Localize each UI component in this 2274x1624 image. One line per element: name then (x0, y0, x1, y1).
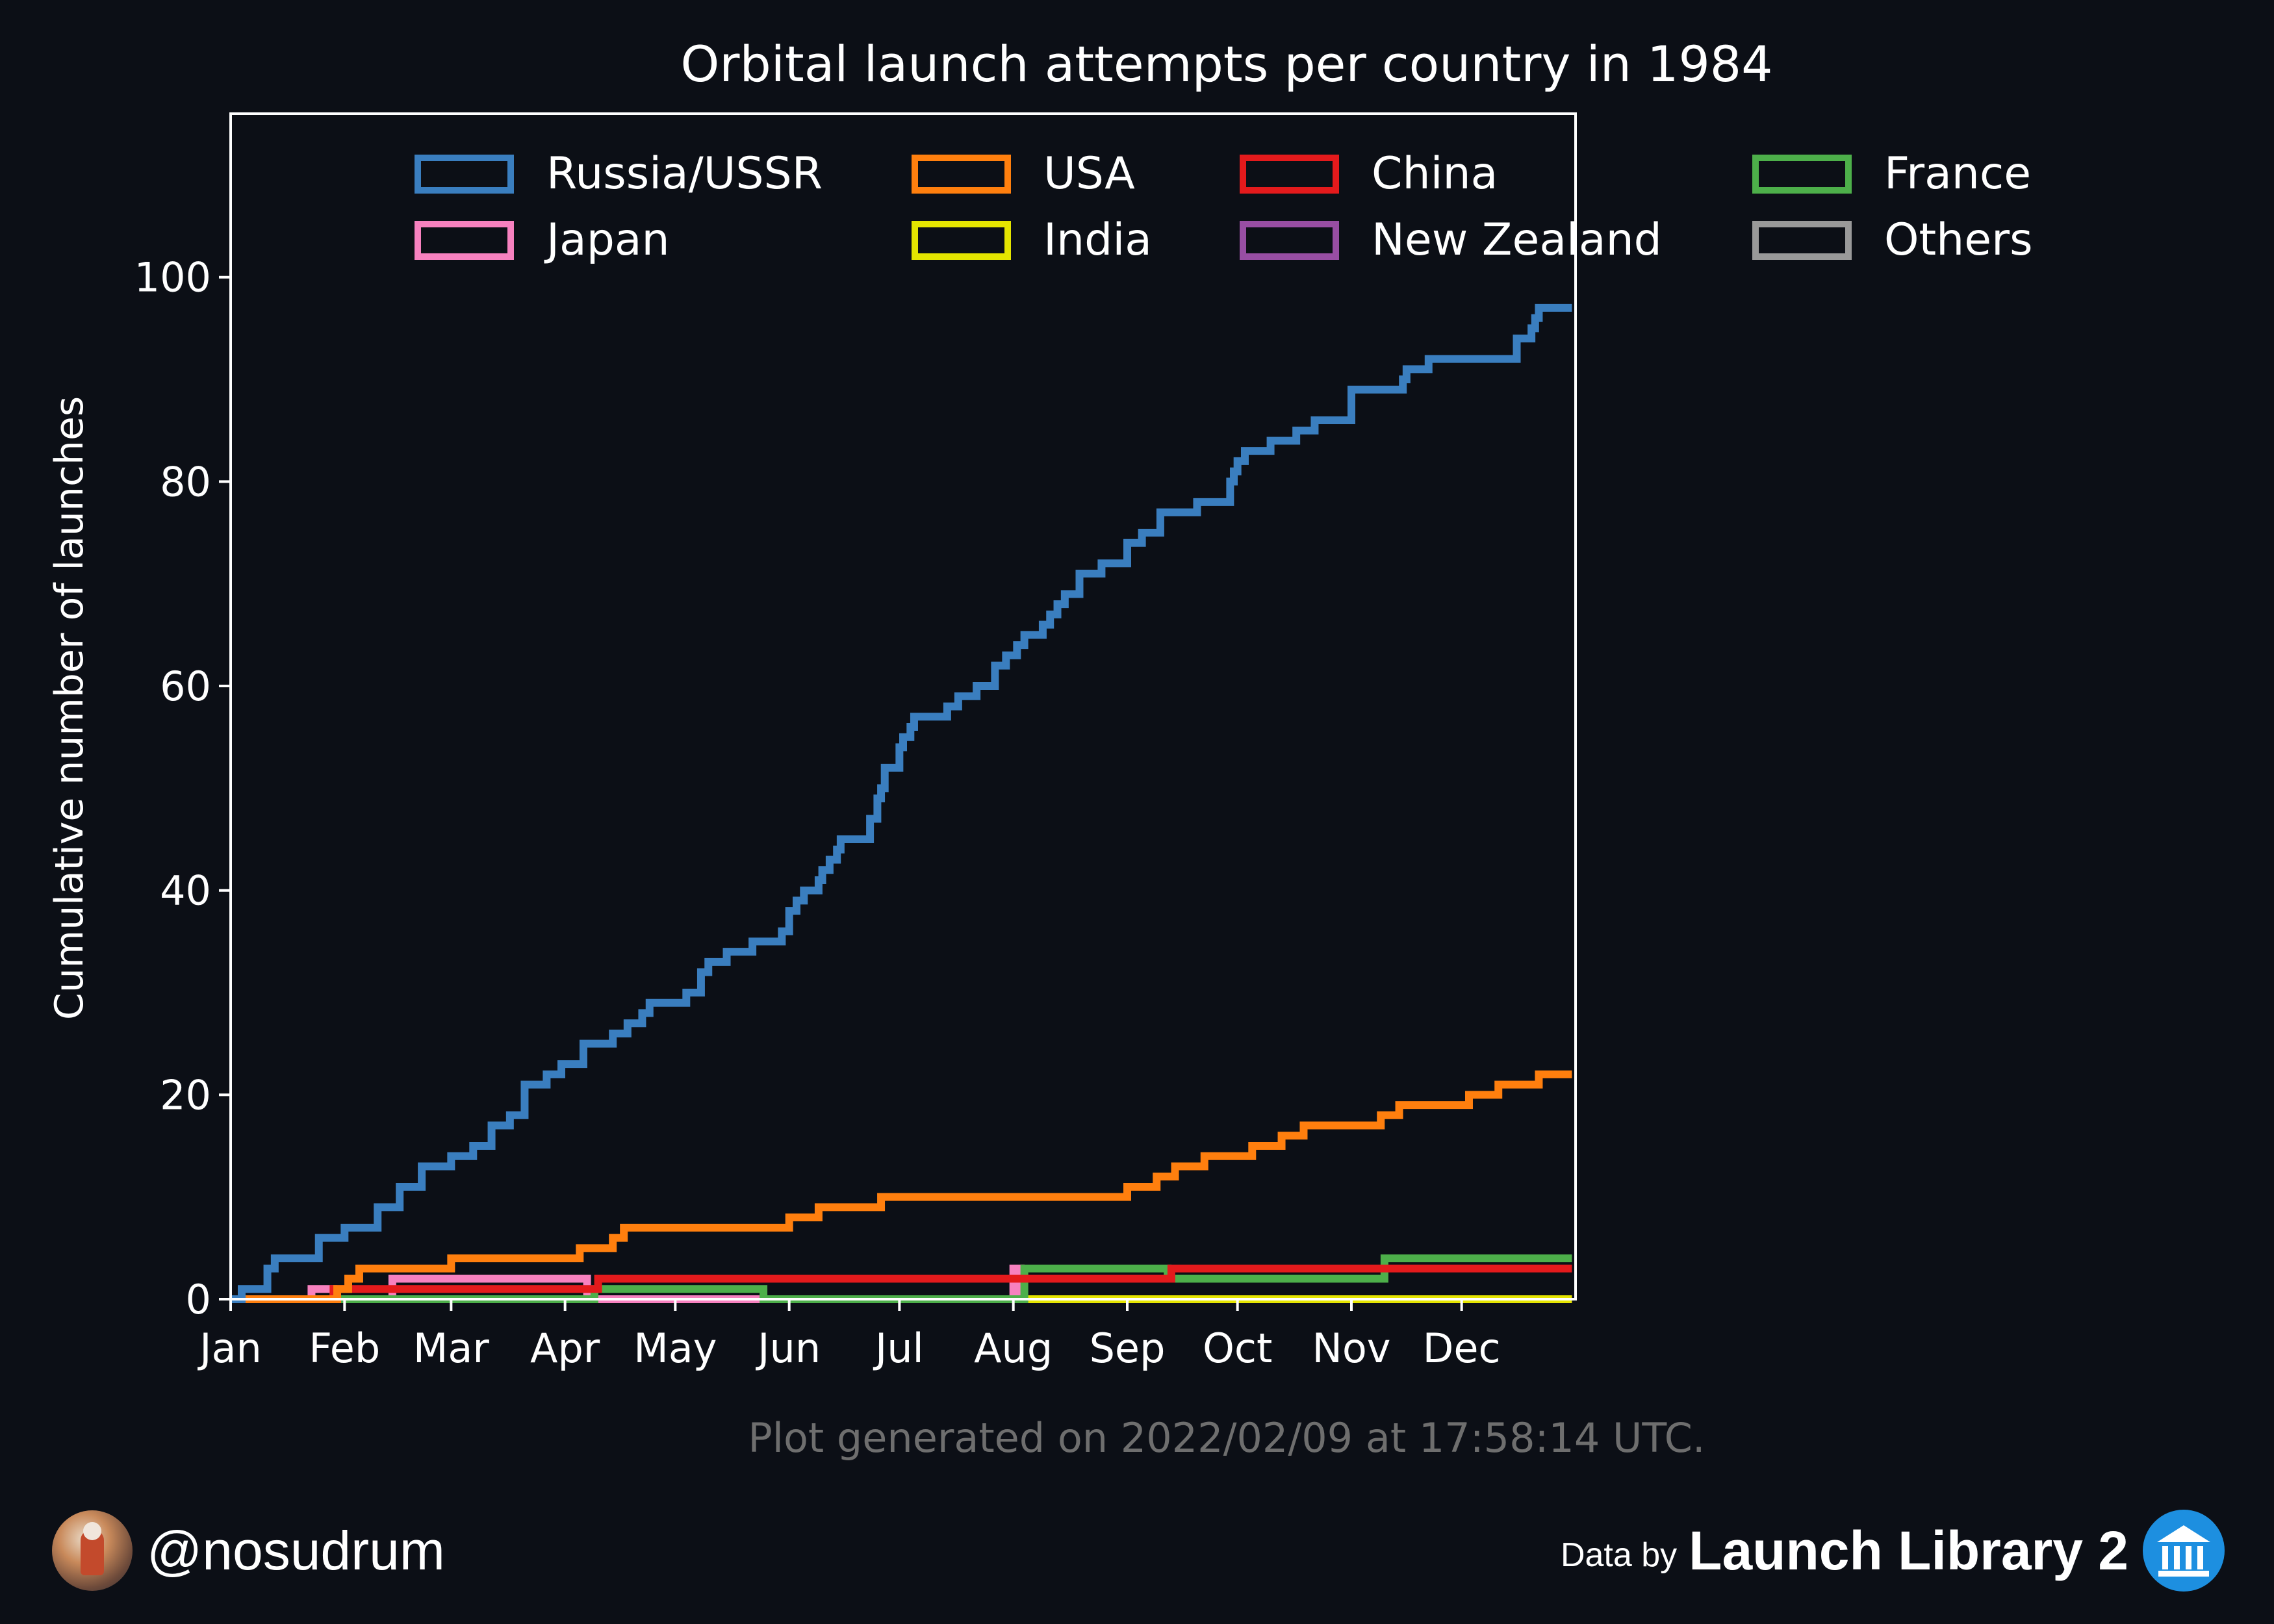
x-tick-label-nov: Nov (1312, 1325, 1390, 1372)
legend-label-others: Others (1884, 214, 2033, 266)
author-block: @nosudrum (52, 1508, 445, 1593)
legend-label-india: India (1043, 214, 1152, 266)
x-tick-label-sep: Sep (1090, 1325, 1166, 1372)
y-tick-label: 60 (160, 663, 211, 710)
legend-label-usa: USA (1043, 148, 1135, 199)
series-line-russia-ussr (231, 308, 1572, 1299)
legend-swatch-france (1756, 158, 1848, 190)
series-line-china (231, 1269, 1572, 1299)
legend-swatch-china (1243, 158, 1336, 190)
x-tick-label-may: May (633, 1325, 717, 1372)
legend-swatch-russia-ussr (418, 158, 511, 190)
x-tick-label-aug: Aug (974, 1325, 1053, 1372)
data-by-label: Data by (1561, 1536, 1677, 1575)
series-layer (231, 308, 1572, 1299)
legend-label-france: France (1884, 148, 2031, 199)
x-tick-label-mar: Mar (413, 1325, 489, 1372)
x-tick-label-oct: Oct (1203, 1325, 1272, 1372)
legend-label-japan: Japan (544, 214, 670, 266)
data-source-name: Launch Library 2 (1689, 1519, 2128, 1582)
x-tick-label-jul: Jul (873, 1325, 924, 1372)
avatar (52, 1510, 133, 1591)
y-tick-label: 0 (186, 1276, 211, 1323)
y-tick-label: 100 (134, 254, 211, 301)
x-tick-label-jan: Jan (197, 1325, 262, 1372)
data-source-block: Data by Launch Library 2 (1561, 1508, 2225, 1593)
launch-library-logo-icon (2143, 1510, 2225, 1592)
x-tick-label-jun: Jun (755, 1325, 821, 1372)
generated-note: Plot generated on 2022/02/09 at 17:58:14… (748, 1414, 1705, 1462)
legend-swatch-japan (418, 224, 511, 257)
legend-label-new-zealand: New Zealand (1372, 214, 1662, 266)
legend-swatch-others (1756, 224, 1848, 257)
y-tick-label: 40 (160, 867, 211, 915)
y-tick-label: 80 (160, 458, 211, 505)
y-tick-label: 20 (160, 1071, 211, 1119)
legend-swatch-new-zealand (1243, 224, 1336, 257)
legend-swatch-usa (915, 158, 1008, 190)
x-tick-label-feb: Feb (309, 1325, 380, 1372)
chart-title: Orbital launch attempts per country in 1… (680, 35, 1772, 93)
legend-label-china: China (1372, 148, 1498, 199)
legend-swatch-india (915, 224, 1008, 257)
legend: Russia/USSR USA China France Japan India New Z… (418, 148, 2033, 266)
y-axis-label: Cumulative number of launches (47, 396, 92, 1020)
author-handle: @nosudrum (147, 1519, 445, 1582)
legend-label-russia-ussr: Russia/USSR (546, 148, 823, 199)
plot-frame (231, 114, 1576, 1299)
x-tick-label-apr: Apr (530, 1325, 600, 1372)
x-tick-label-dec: Dec (1423, 1325, 1501, 1372)
